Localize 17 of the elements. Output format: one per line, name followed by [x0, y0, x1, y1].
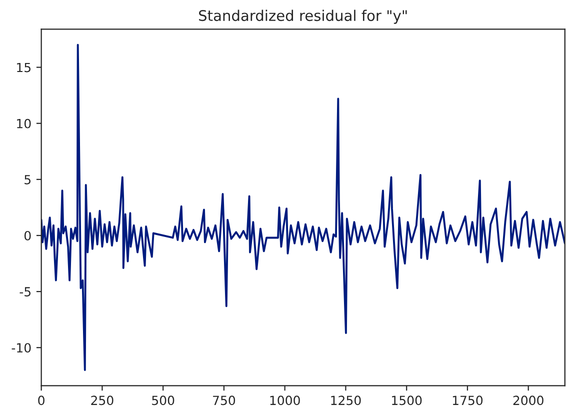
- x-tick-label: 250: [91, 396, 114, 406]
- y-tick-label: 0: [24, 230, 31, 240]
- x-tick-label: 0: [38, 396, 44, 406]
- y-tick-label: 15: [17, 62, 31, 72]
- x-tick-label: 750: [213, 396, 236, 406]
- x-tick-label: 1750: [452, 396, 483, 406]
- y-tick-label: -10: [12, 343, 31, 353]
- x-tick-label: 1000: [270, 396, 300, 406]
- x-tick-label: 500: [152, 396, 174, 406]
- x-tick-label: 2000: [513, 396, 544, 406]
- chart-title: Standardized residual for "y": [199, 10, 407, 24]
- y-tick-label: -5: [20, 287, 31, 296]
- y-tick-label: 10: [17, 118, 31, 128]
- x-tick-label: 1500: [392, 396, 422, 406]
- x-tick-label: 1250: [331, 396, 361, 406]
- line-series: [41, 44, 565, 372]
- y-tick-label: 5: [24, 175, 31, 184]
